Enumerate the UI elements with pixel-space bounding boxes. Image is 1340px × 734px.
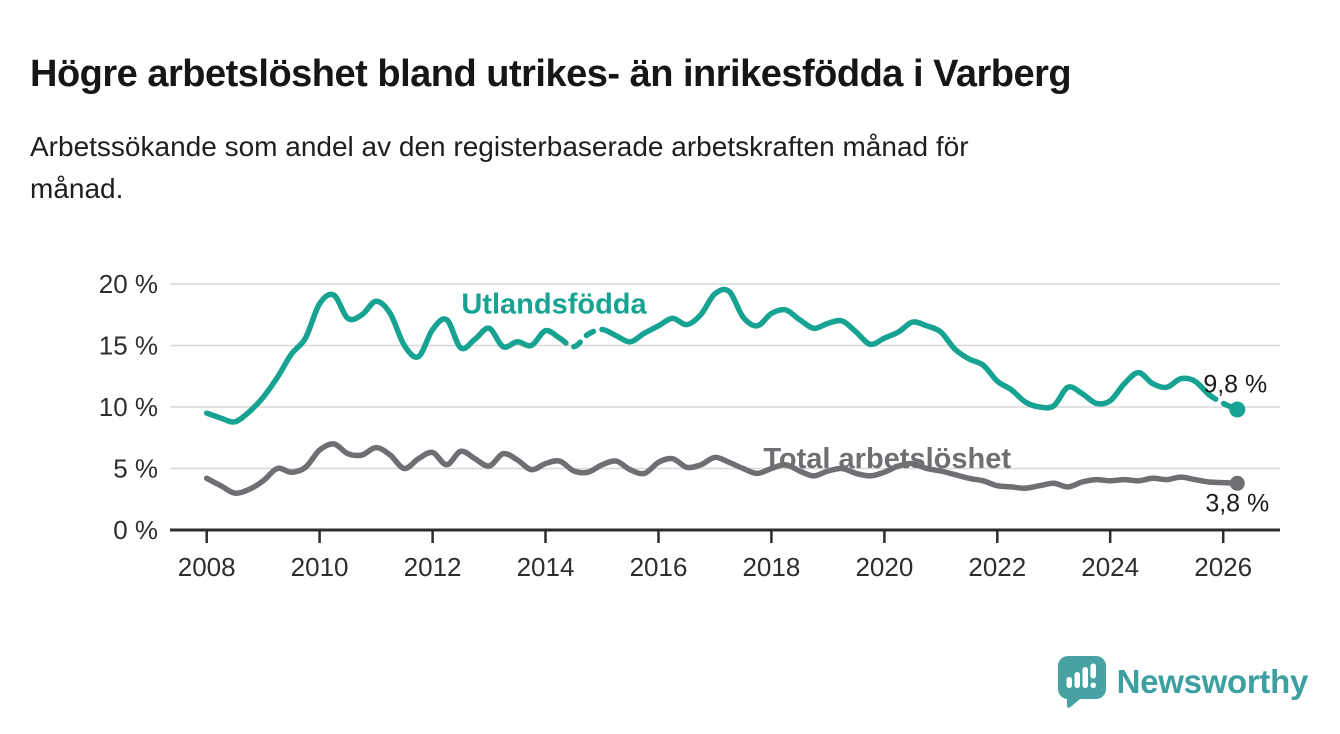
page-title: Högre arbetslöshet bland utrikes- än inr… <box>30 53 1072 96</box>
y-tick-label: 20 % <box>99 269 158 299</box>
logo-bar-medium <box>1074 672 1080 688</box>
y-tick-label: 15 % <box>99 331 158 361</box>
logo-bar-large <box>1082 667 1088 688</box>
series-label-utlandsf-dda: Utlandsfödda <box>461 289 647 321</box>
x-tick-label: 2008 <box>178 552 236 582</box>
x-tick-label: 2024 <box>1081 552 1139 582</box>
x-tick-label: 2022 <box>968 552 1026 582</box>
x-tick-label: 2026 <box>1194 552 1252 582</box>
x-tick-label: 2014 <box>517 552 575 582</box>
newsworthy-logo-icon <box>1057 656 1106 708</box>
y-tick-label: 5 % <box>113 454 158 484</box>
x-tick-label: 2010 <box>291 552 349 582</box>
series-label-total-arbetsl-shet: Total arbetslöshet <box>763 443 1011 475</box>
series-line-total-arbetsl-shet <box>203 441 1241 496</box>
series-end-dot-total-arbetsl-shet <box>1229 475 1245 491</box>
end-value-label-total-arbetsl-shet: 3,8 % <box>1205 489 1269 517</box>
series-line-utlandsf-dda-dashed <box>556 326 605 350</box>
series-line-utlandsf-dda-dashed <box>1206 391 1241 413</box>
series-line-utlandsf-dda <box>203 291 563 425</box>
newsworthy-logo-text: Newsworthy <box>1116 663 1309 700</box>
newsworthy-logo: Newsworthy <box>1057 656 1309 708</box>
x-tick-label: 2018 <box>742 552 800 582</box>
logo-bar-small <box>1066 677 1072 688</box>
logo-bubble-shape <box>1057 656 1106 699</box>
x-tick-label: 2020 <box>855 552 913 582</box>
chart-subtitle: Arbetssökande som andel av den registerb… <box>30 126 1250 210</box>
x-tick-label: 2012 <box>404 552 462 582</box>
subtitle-line-2: månad. <box>30 173 124 204</box>
end-value-label-utlandsf-dda: 9,8 % <box>1203 371 1267 399</box>
subtitle-line-1: Arbetssökande som andel av den registerb… <box>30 131 969 162</box>
series-line-utlandsf-dda <box>599 286 1212 411</box>
y-tick-label: 0 % <box>113 515 158 545</box>
logo-exclamation-dot <box>1090 682 1096 688</box>
y-tick-label: 10 % <box>99 392 158 422</box>
logo-bubble-tail <box>1066 694 1080 708</box>
logo-exclamation-bar <box>1090 663 1096 679</box>
x-tick-label: 2016 <box>630 552 688 582</box>
series-end-dot-utlandsf-dda <box>1229 401 1246 418</box>
